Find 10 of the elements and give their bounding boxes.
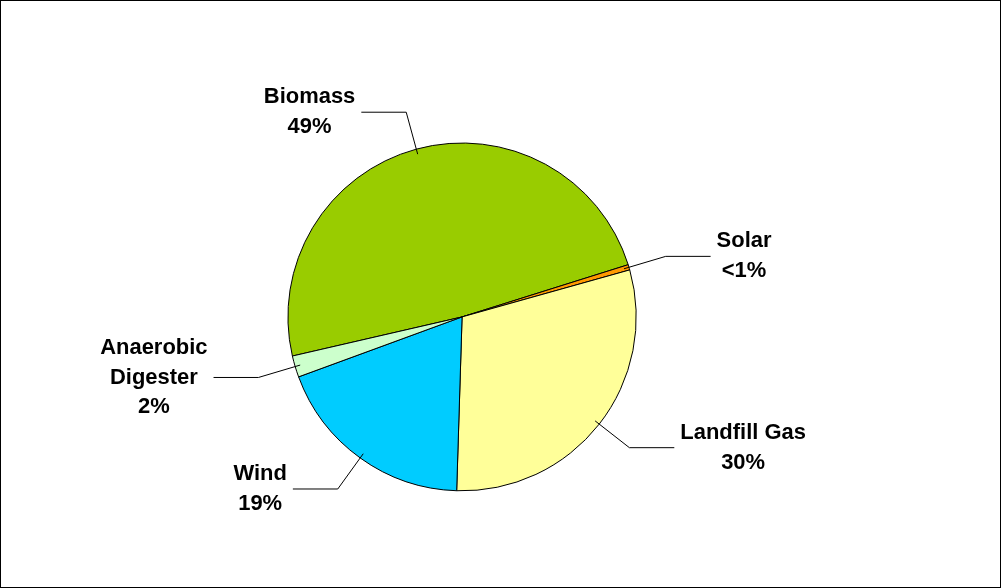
slice-label: Biomass: [263, 83, 356, 109]
slice-label: Landfill Gas: [680, 418, 806, 444]
data-label: <1%: [721, 257, 767, 283]
slice-label: Anaerobic Digester: [100, 333, 208, 389]
slice-label: Wind: [233, 460, 287, 486]
data-label: 30%: [721, 448, 766, 474]
data-label: 49%: [287, 113, 332, 139]
slice-label: Solar: [716, 227, 772, 253]
data-label: 2%: [138, 393, 170, 419]
data-label: 19%: [238, 489, 283, 515]
